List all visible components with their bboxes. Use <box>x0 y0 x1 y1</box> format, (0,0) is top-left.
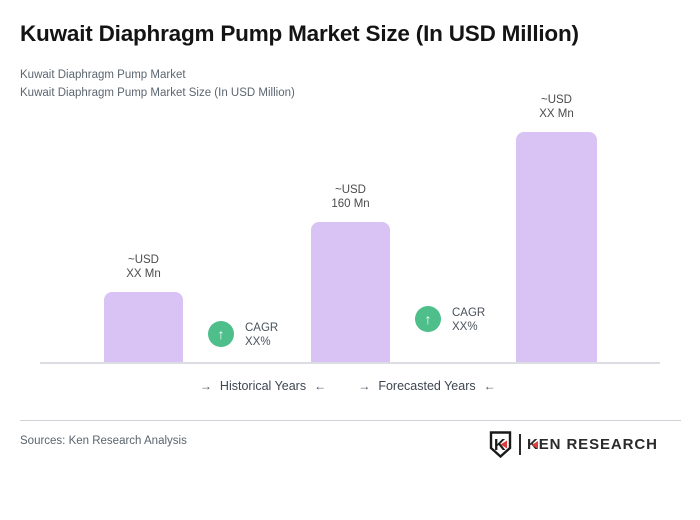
bar-value-line-1: ~USD <box>127 254 159 266</box>
logo-rest: EN RESEARCH <box>538 436 658 453</box>
bar-value-label: ~USD XX Mn <box>126 253 161 281</box>
axis-label-text: Historical Years <box>219 379 307 393</box>
bar-value-line-2: XX Mn <box>126 268 161 280</box>
bar-value-line-1: ~USD <box>540 94 572 106</box>
bar-value-line-1: ~USD <box>334 184 366 196</box>
chart-subtitle: Kuwait Diaphragm Pump Market Kuwait Diap… <box>20 66 295 102</box>
cagr-text: CAGR XX% <box>245 321 278 349</box>
bar-group-1: ~USD XX Mn <box>104 253 183 362</box>
right-arrow-icon: → <box>199 379 212 393</box>
red-triangle-icon <box>531 440 538 449</box>
bar <box>104 292 183 362</box>
subtitle-line-2: Kuwait Diaphragm Pump Market Size (In US… <box>20 87 295 99</box>
bar-value-line-2: XX Mn <box>539 108 574 120</box>
cagr-badge-2: ↑ CAGR XX% <box>415 306 485 334</box>
logo-letter-k: K <box>527 436 539 453</box>
cagr-label: CAGR <box>452 307 486 319</box>
subtitle-line-1: Kuwait Diaphragm Pump Market <box>20 69 186 81</box>
logo-separator <box>519 434 521 455</box>
axis-label-text: Forecasted Years <box>378 379 476 393</box>
axis-label-forecasted-years: → Forecasted Years ← <box>357 379 497 393</box>
cagr-value: XX% <box>245 336 271 348</box>
bar <box>516 132 597 362</box>
logo-wordmark: K EN RESEARCH <box>527 437 658 452</box>
ken-research-logo: K K EN RESEARCH <box>488 431 658 458</box>
bar-value-label: ~USD 160 Mn <box>331 183 369 211</box>
cagr-badge-1: ↑ CAGR XX% <box>208 321 278 349</box>
growth-up-arrow-icon: ↑ <box>208 321 234 347</box>
left-arrow-icon: ← <box>314 379 327 393</box>
axis-label-historical-years: → Historical Years ← <box>193 379 333 393</box>
cagr-value: XX% <box>452 321 478 333</box>
growth-up-arrow-icon: ↑ <box>415 306 441 332</box>
svg-text:K: K <box>494 437 506 454</box>
footer-divider <box>20 420 681 421</box>
sources-text: Sources: Ken Research Analysis <box>20 435 187 447</box>
page-title: Kuwait Diaphragm Pump Market Size (In US… <box>20 21 579 46</box>
cagr-label: CAGR <box>245 322 279 334</box>
cagr-text: CAGR XX% <box>452 306 485 334</box>
left-arrow-icon: ← <box>483 379 496 393</box>
x-axis-line <box>40 362 660 364</box>
bar-value-line-2: 160 Mn <box>331 198 370 210</box>
shield-red-triangle-icon <box>500 440 507 449</box>
bar-value-label: ~USD XX Mn <box>539 93 574 121</box>
bar-group-2: ~USD 160 Mn <box>311 183 390 362</box>
bar <box>311 222 390 362</box>
right-arrow-icon: → <box>358 379 371 393</box>
ken-research-shield-icon: K <box>489 431 512 458</box>
bar-group-3: ~USD XX Mn <box>516 93 597 362</box>
